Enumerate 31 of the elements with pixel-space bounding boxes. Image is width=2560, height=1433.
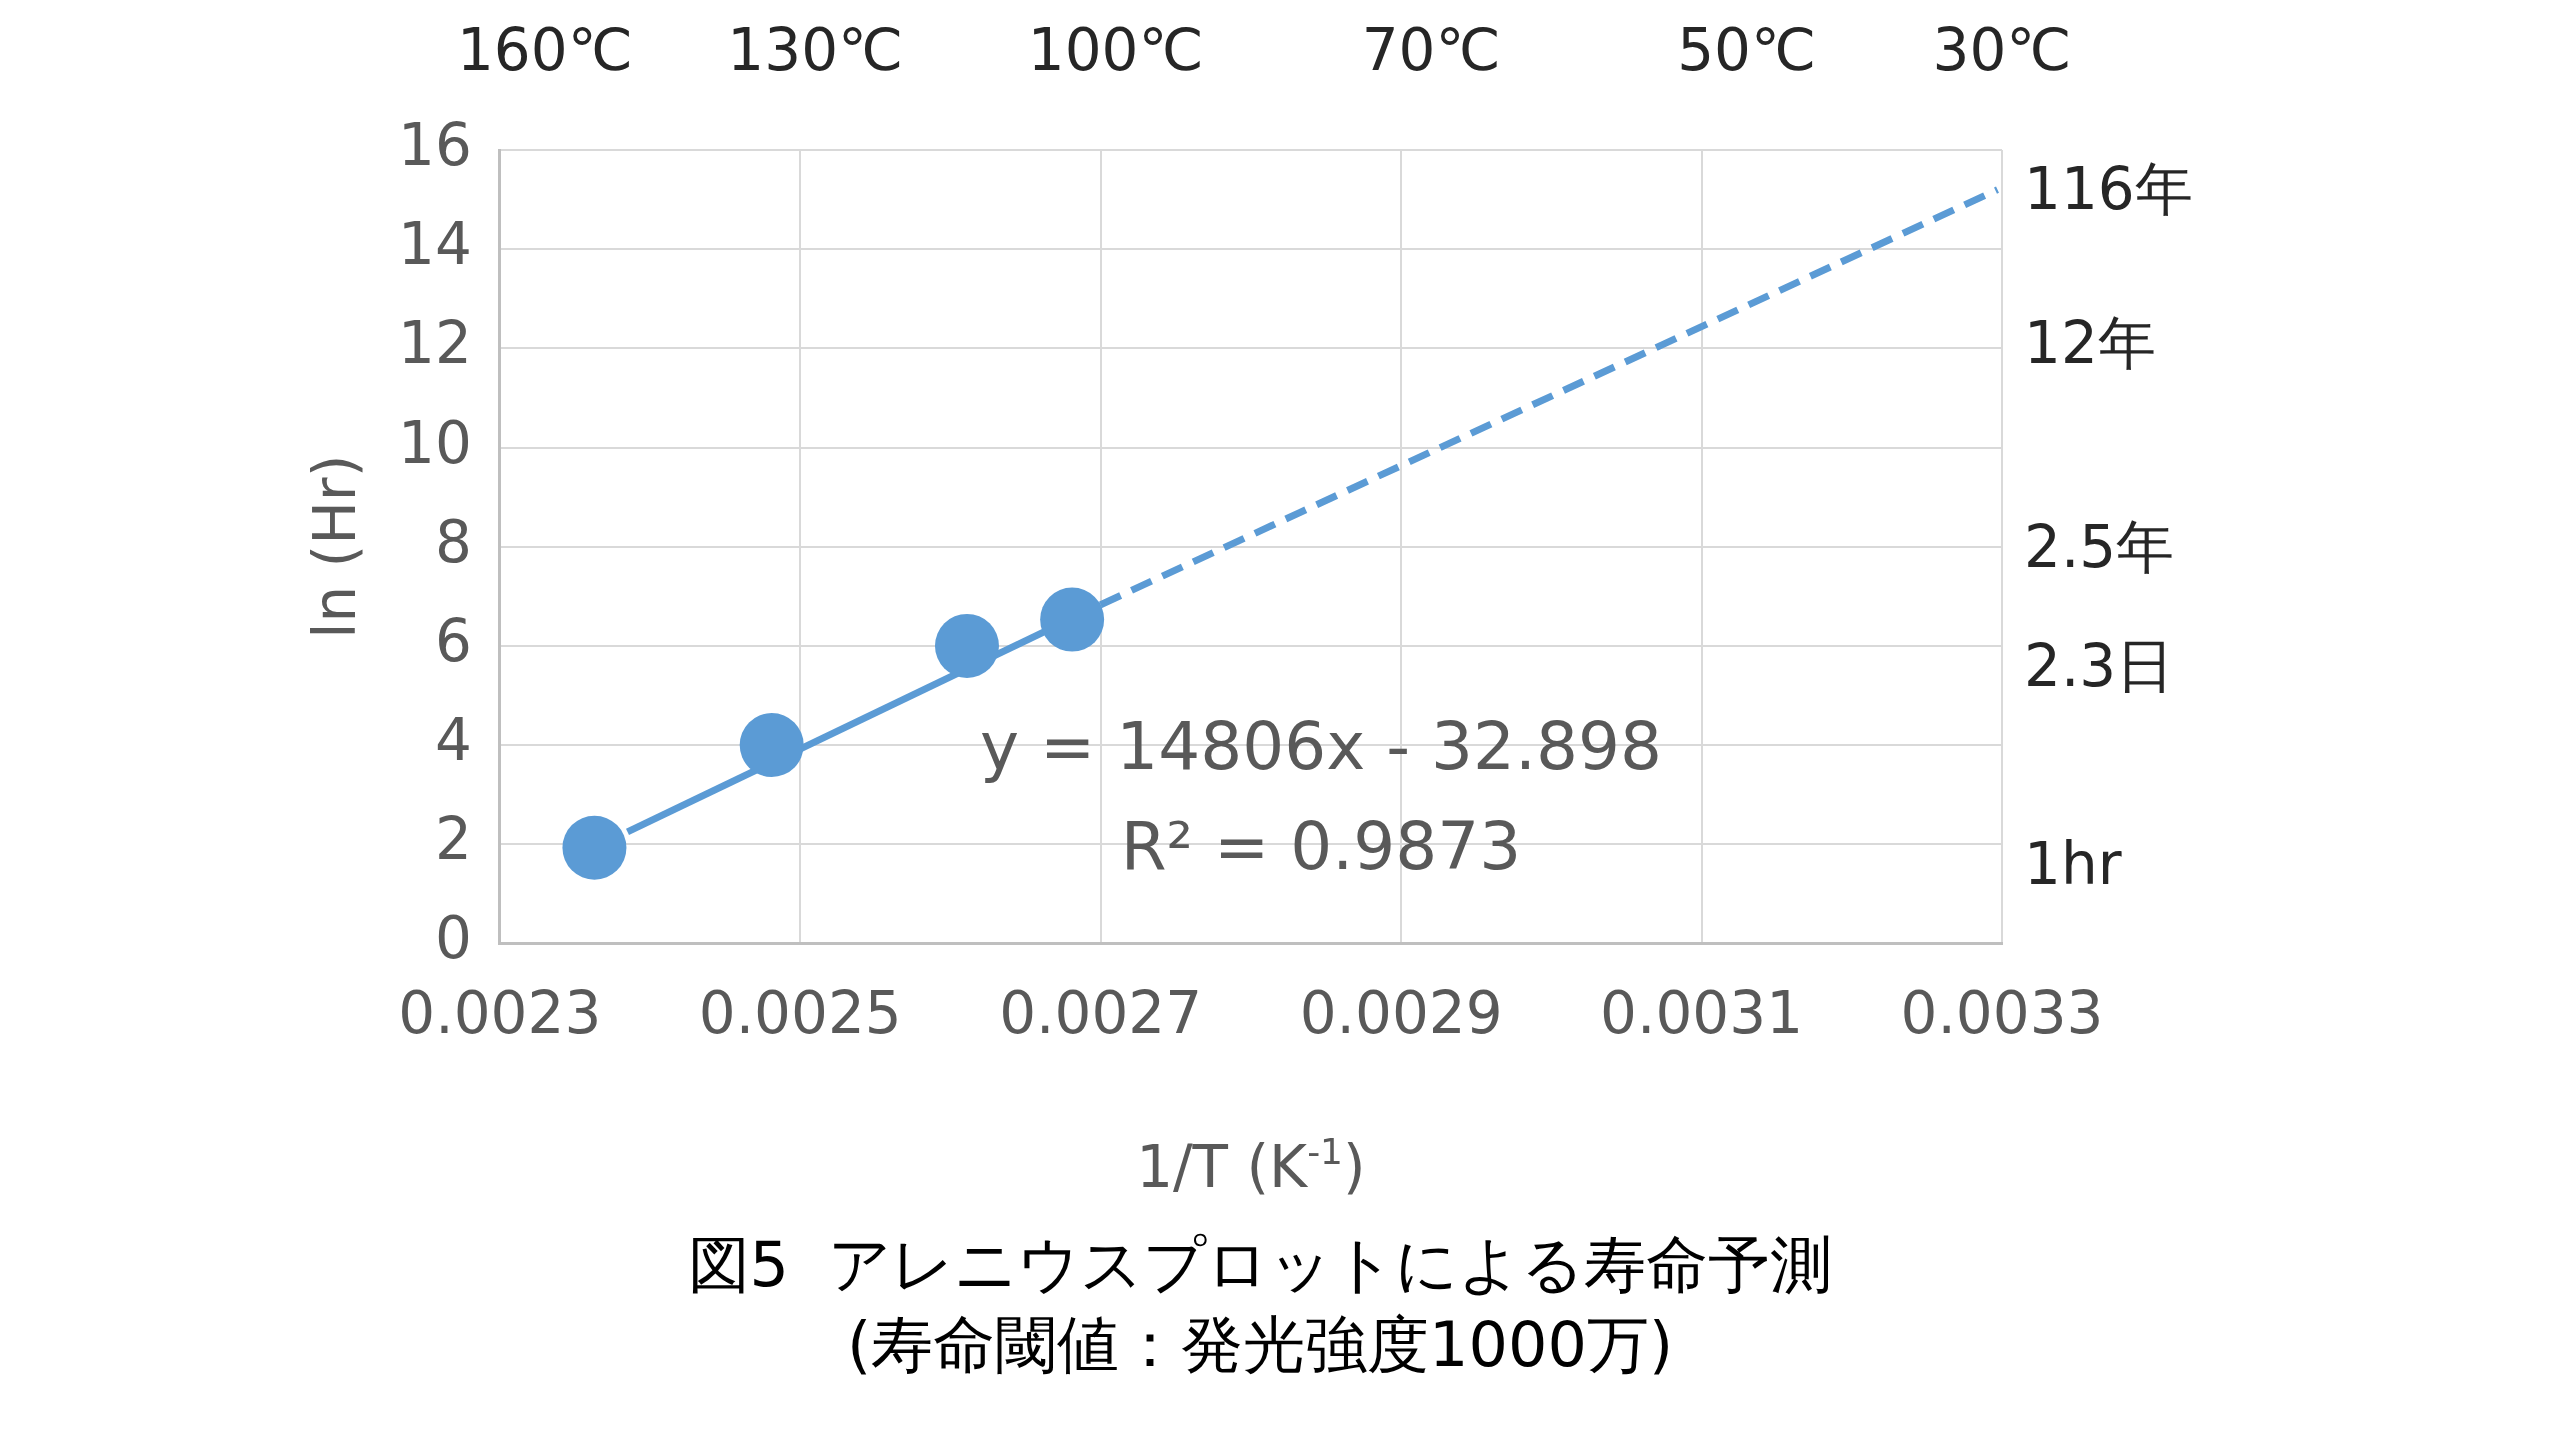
y-axis-title: ln (Hr) bbox=[301, 454, 370, 639]
text: 図5 アレニウスプロットによる寿命予測 bbox=[687, 1228, 1833, 1302]
text: 160℃ bbox=[456, 16, 633, 85]
x-tick-label: 0.0027 bbox=[999, 979, 1203, 1048]
y-tick-label: 2 bbox=[434, 805, 472, 874]
text: 1hr bbox=[2024, 829, 2122, 898]
y-tick-label: 4 bbox=[434, 706, 472, 775]
annotation: y = 14806x - 32.898 bbox=[979, 708, 1662, 786]
y-tick-label: 10 bbox=[397, 408, 472, 477]
x-tick-label: 0.0025 bbox=[698, 979, 902, 1048]
text: (寿命閾値：発光強度1000万) bbox=[846, 1308, 1674, 1382]
annotation: R² = 0.9873 bbox=[1120, 808, 1522, 886]
y-tick-label: 8 bbox=[434, 507, 472, 576]
text: 100℃ bbox=[1027, 16, 1204, 85]
y-tick-label: 12 bbox=[397, 309, 472, 378]
x-tick-label: 0.0023 bbox=[398, 979, 602, 1048]
y-tick-label: 0 bbox=[434, 904, 472, 973]
x-tick-label: 0.0031 bbox=[1600, 979, 1804, 1048]
y-tick-label: 16 bbox=[397, 111, 472, 180]
y-tick-label: 14 bbox=[397, 210, 472, 279]
x-tick-label: 0.0029 bbox=[1299, 979, 1503, 1048]
text: 70℃ bbox=[1361, 16, 1501, 85]
text: 12年 bbox=[2024, 309, 2156, 378]
text: 30℃ bbox=[1932, 16, 2072, 85]
x-tick-label: 0.0033 bbox=[1900, 979, 2104, 1048]
text: 50℃ bbox=[1677, 16, 1817, 85]
text: 2.3日 bbox=[2024, 631, 2175, 700]
y-tick-label: 6 bbox=[434, 606, 472, 675]
text: 130℃ bbox=[727, 16, 904, 85]
text: 116年 bbox=[2024, 155, 2193, 224]
text: 2.5年 bbox=[2024, 512, 2175, 581]
